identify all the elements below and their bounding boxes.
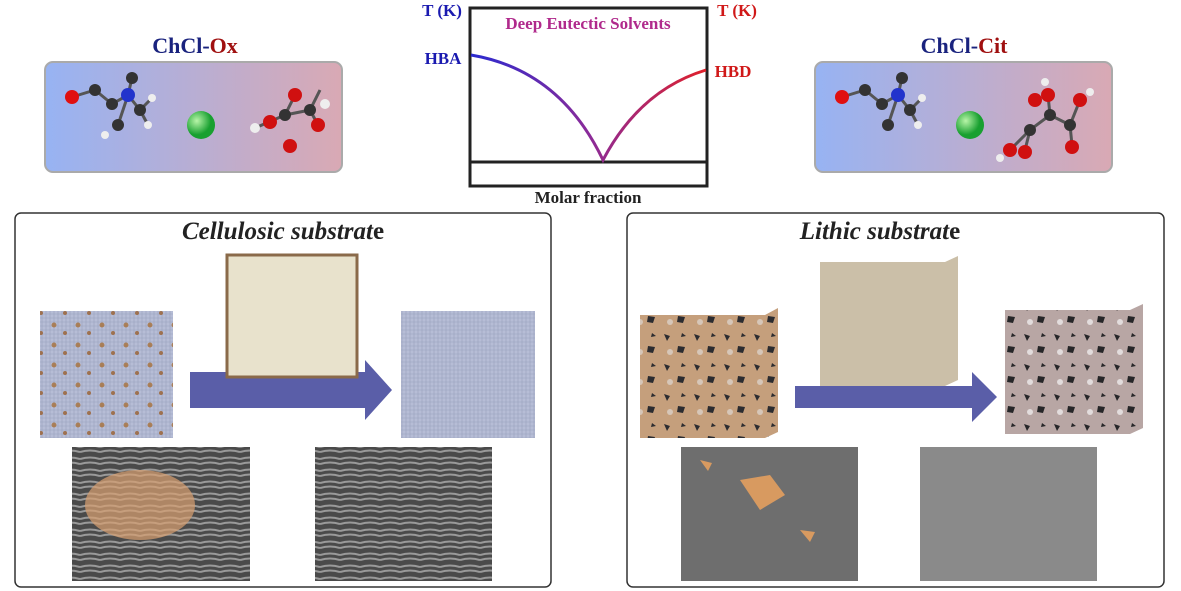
panel-title-italic: Cellulosic substrat	[182, 218, 374, 245]
poultice-stone-image	[820, 256, 958, 386]
phase-diagram-frame	[468, 6, 709, 188]
citric-molecule-part	[1028, 93, 1042, 107]
citric-molecule-part	[1018, 145, 1032, 159]
chloride-ion	[187, 111, 215, 139]
axis-label: T (K)	[717, 1, 757, 20]
citric-molecule-part	[1041, 88, 1055, 102]
clean-stone-image	[1005, 304, 1143, 434]
x-axis-label: Molar fraction	[535, 188, 642, 207]
choline-molecule-part	[896, 72, 908, 84]
choline-molecule-part	[904, 104, 916, 116]
hba-label: ChCl-	[152, 33, 209, 58]
choline-molecule-part	[891, 88, 905, 102]
choline-molecule	[835, 72, 926, 131]
diagram-title: Deep Eutectic Solvents	[505, 14, 671, 33]
mixture-title: ChCl-Cit	[921, 33, 1008, 58]
citric-molecule-part	[1086, 88, 1094, 96]
choline-molecule-part	[918, 94, 926, 102]
citric-molecule-part	[1065, 140, 1079, 154]
oxalic-molecule-part	[304, 104, 316, 116]
choline-molecule-part	[882, 119, 894, 131]
choline-molecule-part	[106, 98, 118, 110]
oxalic-molecule-part	[311, 118, 325, 132]
choline-molecule-part	[126, 72, 138, 84]
citric-molecule-part	[1041, 78, 1049, 86]
citric-molecule-part	[1024, 124, 1036, 136]
liquidus-curve	[470, 53, 707, 164]
treatment-arrow	[795, 372, 997, 422]
citric-molecule-part	[1003, 143, 1017, 157]
panel-title-end: e	[949, 218, 960, 245]
citric-molecule-part	[1064, 119, 1076, 131]
sem-clean-image	[920, 447, 1097, 581]
sem-stain-highlight	[85, 470, 195, 540]
choline-molecule-part	[134, 104, 146, 116]
choline-molecule-part	[876, 98, 888, 110]
oxalic-molecule-part	[320, 99, 330, 109]
choline-molecule-part	[914, 121, 922, 129]
panel-title-italic: Lithic substrat	[799, 218, 950, 245]
sem-stain-deposits	[700, 460, 815, 542]
panel-title: Cellulosic substrate	[182, 218, 384, 245]
choline-molecule-part	[841, 77, 924, 126]
choline-molecule-part	[112, 119, 124, 131]
stained-stone-image	[640, 308, 778, 438]
hbd-label: Cit	[978, 33, 1008, 58]
choline-molecule-part	[101, 131, 109, 139]
choline-molecule-part	[65, 90, 79, 104]
gel-poultice-image	[225, 253, 359, 379]
mixture-title: ChCl-Ox	[152, 33, 238, 58]
oxalic-molecule-part	[288, 88, 302, 102]
oxalic-molecule-part	[279, 109, 291, 121]
choline-molecule-part	[89, 84, 101, 96]
citric-molecule	[996, 78, 1094, 162]
choline-molecule-part	[148, 94, 156, 102]
sem-stained-image	[681, 447, 858, 581]
clean-fabric-image	[401, 311, 535, 438]
choline-molecule-part	[71, 77, 154, 126]
oxalic-molecule-part	[263, 115, 277, 129]
stained-fabric-image	[40, 311, 173, 438]
panel-title: Lithic substrate	[799, 218, 960, 245]
hbd-label: Ox	[210, 33, 238, 58]
end-label: HBA	[425, 49, 463, 68]
choline-molecule-part	[144, 121, 152, 129]
end-label: HBD	[715, 62, 752, 81]
panel-title-end: e	[373, 218, 384, 245]
citric-molecule-part	[996, 154, 1004, 162]
citric-molecule-part	[1044, 109, 1056, 121]
chloride-ion	[956, 111, 984, 139]
sem-clean-image	[315, 447, 492, 581]
choline-molecule-part	[121, 88, 135, 102]
choline-molecule-part	[859, 84, 871, 96]
hba-label: ChCl-	[921, 33, 978, 58]
oxalic-molecule-part	[283, 139, 297, 153]
oxalic-molecule-part	[250, 123, 260, 133]
axis-label: T (K)	[422, 1, 462, 20]
citric-molecule-part	[1073, 93, 1087, 107]
choline-molecule-part	[835, 90, 849, 104]
oxalic-molecule	[250, 88, 330, 153]
choline-molecule	[65, 72, 156, 139]
